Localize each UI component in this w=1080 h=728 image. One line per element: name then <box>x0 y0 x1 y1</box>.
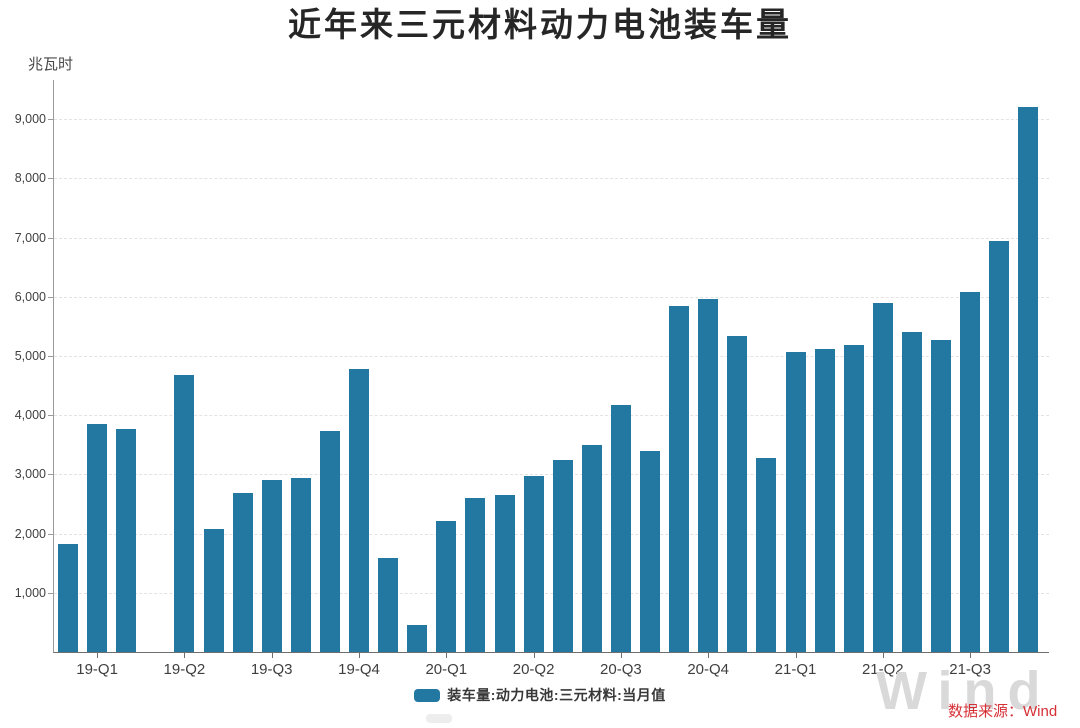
x-axis-label: 20-Q2 <box>512 661 555 678</box>
y-axis-tick <box>48 415 54 417</box>
x-axis-tick <box>970 652 972 658</box>
y-axis-label: 8,000 <box>14 171 46 186</box>
y-gridline <box>54 415 1049 417</box>
y-gridline <box>54 237 1049 239</box>
x-axis-label: 20-Q3 <box>600 661 642 678</box>
wind-watermark: Wind <box>876 661 1052 721</box>
y-axis-label: 3,000 <box>14 467 46 482</box>
x-axis-tick <box>184 652 186 658</box>
x-axis-label: 19-Q3 <box>250 661 293 678</box>
bar <box>319 431 340 652</box>
y-gridline <box>54 474 1049 476</box>
bar <box>494 494 515 652</box>
bar <box>378 558 399 652</box>
x-axis-label: 19-Q4 <box>338 661 380 678</box>
x-axis-tick <box>620 652 622 658</box>
bar <box>1018 106 1039 652</box>
y-axis-label: 4,000 <box>14 408 46 423</box>
y-gridline <box>54 592 1049 594</box>
bar <box>203 529 224 652</box>
bar <box>261 480 282 652</box>
y-axis-label: 9,000 <box>14 112 46 127</box>
x-axis-tick <box>533 652 535 658</box>
x-axis-tick <box>882 652 884 658</box>
y-axis-unit-label: 兆瓦时 <box>28 56 74 73</box>
x-axis-tick <box>708 652 710 658</box>
x-axis-tick <box>795 652 797 658</box>
x-axis-label: 20-Q4 <box>687 661 730 678</box>
plot-area: 1,000 2,000 3,000 4,000 5,000 6,000 7,000 8,000… <box>15 80 1049 678</box>
legend-swatch-icon <box>414 688 441 702</box>
y-axis-tick <box>48 356 54 357</box>
bar <box>232 493 253 652</box>
x-axis-label: 21-Q1 <box>774 661 817 678</box>
bar <box>814 348 835 652</box>
x-axis-tick <box>97 652 99 658</box>
y-gridline <box>54 178 1049 180</box>
y-axis-label: 7,000 <box>14 230 46 245</box>
y-gridline <box>54 296 1049 298</box>
bar <box>610 404 631 652</box>
bar <box>756 457 777 652</box>
chart-title: 近年来三元材料动力电池装车量 <box>288 6 792 43</box>
y-axis-tick <box>48 178 54 180</box>
bar <box>465 497 486 652</box>
y-axis-label: 2,000 <box>14 526 46 541</box>
x-axis-tick <box>271 652 273 658</box>
bar <box>58 543 78 652</box>
bar <box>960 292 981 652</box>
y-gridline <box>54 533 1049 535</box>
bar <box>931 340 951 652</box>
bar <box>669 305 690 652</box>
x-axis-label: 21-Q3 <box>949 661 991 678</box>
y-axis-label: 6,000 <box>14 289 46 304</box>
bar <box>989 240 1010 652</box>
bar <box>349 369 369 652</box>
x-axis-tick <box>359 652 360 658</box>
bar <box>523 476 544 652</box>
bar <box>785 352 806 652</box>
watermark-fragment <box>426 714 452 723</box>
y-axis-label: 1,000 <box>14 585 46 600</box>
bar <box>640 451 660 652</box>
bar <box>901 331 922 652</box>
bar <box>698 298 719 652</box>
bar <box>87 423 108 652</box>
bar <box>581 445 602 652</box>
y-axis-tick <box>48 474 54 476</box>
bar <box>872 303 893 652</box>
bar <box>407 624 428 652</box>
x-axis-label: 21-Q2 <box>861 661 904 678</box>
y-axis-tick <box>48 592 54 594</box>
bar <box>552 460 573 652</box>
x-axis-label: 19-Q1 <box>76 661 118 678</box>
bar <box>290 477 311 652</box>
bar <box>727 335 748 652</box>
bar <box>116 429 137 652</box>
legend-label: 装车量:动力电池:三元材料:当月值 <box>447 687 666 703</box>
y-axis-tick <box>48 119 54 121</box>
bar <box>174 374 195 652</box>
y-axis-tick <box>48 296 54 298</box>
data-source-note: 数据来源：Wind <box>948 703 1058 720</box>
y-gridline <box>54 356 1049 357</box>
y-axis-tick <box>48 533 54 535</box>
x-axis-label: 20-Q1 <box>425 661 468 678</box>
y-axis-label: 5,000 <box>14 349 46 363</box>
legend: 装车量:动力电池:三元材料:当月值 <box>0 686 1080 704</box>
y-gridline <box>54 119 1049 121</box>
y-axis-tick <box>48 237 54 239</box>
bar <box>436 521 457 652</box>
x-axis-label: 19-Q2 <box>163 661 206 678</box>
x-axis-tick <box>446 652 448 658</box>
bar <box>843 345 864 652</box>
